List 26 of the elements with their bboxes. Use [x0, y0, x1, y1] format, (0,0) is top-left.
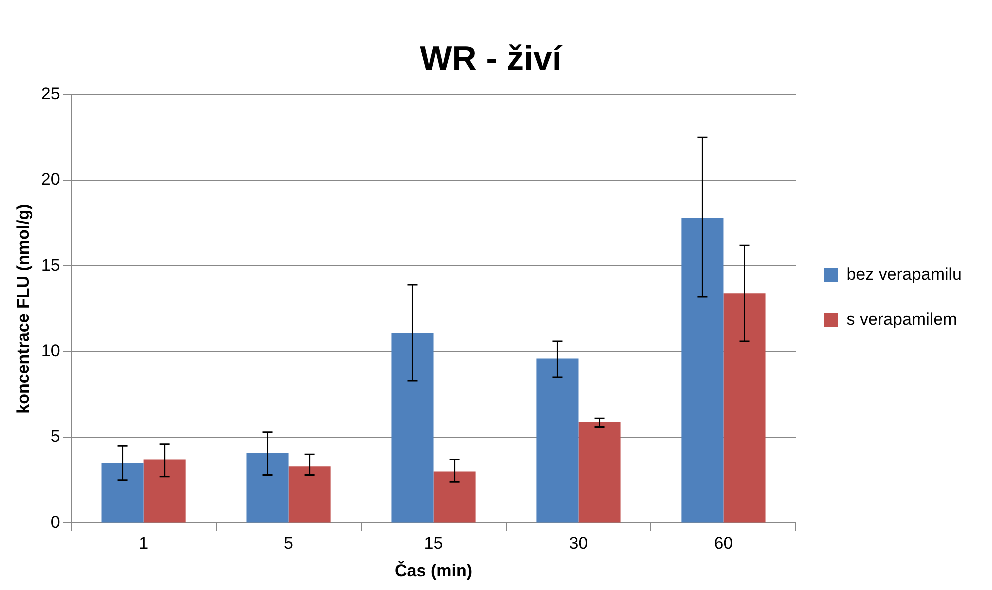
y-axis-title: koncentrace FLU (nmol/g) — [14, 204, 33, 414]
y-tick-label: 25 — [41, 84, 60, 104]
bar — [536, 358, 579, 523]
bar — [144, 460, 186, 523]
x-tick-label: 30 — [569, 534, 588, 554]
y-tick-label: 0 — [50, 512, 60, 532]
x-tick-label: 5 — [284, 534, 294, 554]
x-tick-label: 15 — [424, 534, 444, 554]
x-axis-title: Čas (min) — [395, 560, 472, 580]
bar — [288, 466, 331, 523]
x-tick-label: 60 — [714, 534, 734, 554]
bar — [246, 452, 289, 523]
bar — [392, 332, 434, 523]
y-tick-label: 15 — [41, 256, 60, 275]
bar — [578, 422, 621, 523]
bar — [434, 472, 476, 523]
y-tick-label: 5 — [50, 427, 60, 446]
legend-label: s verapamilem — [846, 310, 958, 330]
bar — [102, 463, 144, 523]
chart-title: WR - živí — [420, 40, 564, 78]
y-tick-label: 10 — [41, 342, 60, 361]
legend-label: bez verapamilu — [846, 265, 962, 284]
bar — [724, 294, 766, 523]
bar — [682, 218, 724, 523]
x-tick-label: 1 — [139, 534, 149, 554]
y-tick-label: 20 — [41, 170, 60, 190]
